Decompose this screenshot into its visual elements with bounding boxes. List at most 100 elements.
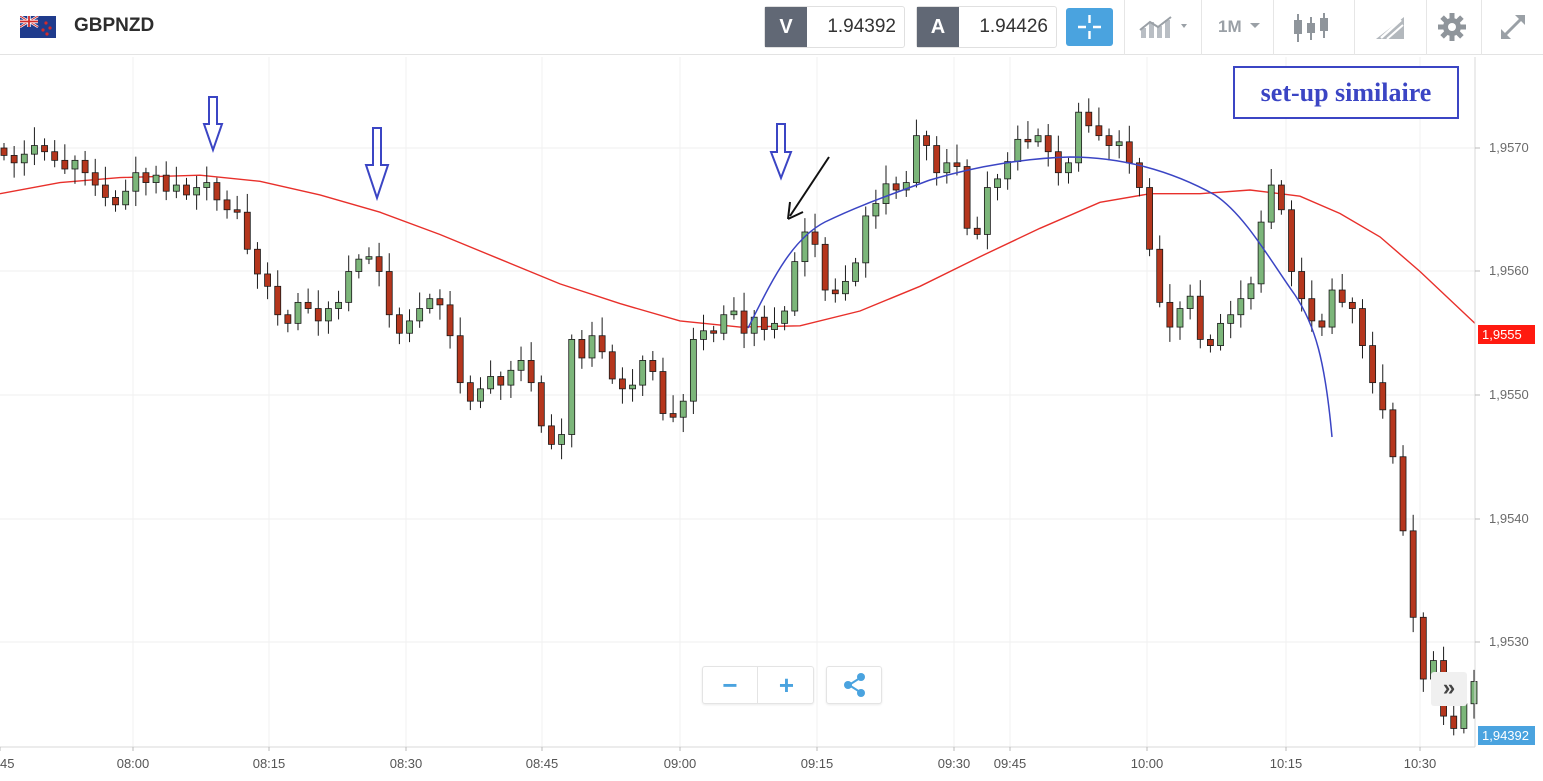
- candle: [1369, 331, 1377, 394]
- candle: [568, 334, 576, 448]
- share-button[interactable]: [826, 666, 882, 704]
- scroll-to-latest-button[interactable]: »: [1431, 672, 1467, 706]
- x-axis-tick-label: 09:45: [994, 756, 1027, 771]
- candle: [71, 155, 79, 184]
- zoom-controls: − +: [702, 666, 814, 704]
- candle: [558, 418, 565, 460]
- bid-letter: V: [765, 7, 807, 47]
- candle: [1217, 313, 1224, 351]
- candle: [710, 325, 718, 343]
- candle: [365, 247, 373, 265]
- pointer-arrow-icon: [787, 156, 830, 220]
- ask-letter: A: [917, 7, 959, 47]
- candle: [122, 179, 130, 210]
- candle: [953, 144, 961, 176]
- candle: [1288, 200, 1295, 287]
- candle: [963, 159, 971, 236]
- candle: [892, 176, 900, 199]
- candle: [801, 218, 809, 277]
- fullscreen-button[interactable]: [1481, 0, 1543, 55]
- candle: [1308, 280, 1316, 332]
- x-axis-tick-label: 09:30: [938, 756, 971, 771]
- candle: [1470, 669, 1478, 719]
- down-arrow-icon: [364, 127, 390, 202]
- candle: [345, 255, 353, 312]
- candle: [31, 127, 38, 166]
- price-chart[interactable]: 1,9570 1,9560 1,9550 1,9540 1,9530 45 08:00 08:…: [0, 55, 1543, 781]
- candle: [223, 190, 231, 219]
- symbol-title: GBPNZD: [74, 15, 155, 36]
- candle: [669, 395, 677, 423]
- candle: [1267, 168, 1275, 230]
- candle: [588, 321, 596, 367]
- ask-value: 1.94426: [979, 16, 1048, 37]
- down-arrow-icon: [769, 123, 793, 181]
- chart-type-icon: [1139, 16, 1187, 38]
- candle: [243, 193, 251, 255]
- candle: [416, 292, 424, 328]
- share-icon: [844, 673, 865, 697]
- zoom-in-button[interactable]: +: [778, 670, 795, 700]
- candle: [994, 173, 1001, 201]
- expand-icon: [1501, 15, 1525, 39]
- x-axis-tick-label: 10:30: [1404, 756, 1437, 771]
- candle: [811, 213, 819, 258]
- x-axis-tick-label: 08:45: [526, 756, 559, 771]
- candle: [314, 290, 322, 336]
- candle: [1399, 445, 1407, 536]
- candle: [294, 292, 302, 331]
- chart-type-button[interactable]: [1124, 0, 1201, 55]
- candle: [91, 158, 99, 196]
- chevron-down-icon: [1250, 23, 1260, 28]
- candle: [1298, 257, 1306, 312]
- candle: [436, 289, 444, 320]
- gear-icon: [1438, 13, 1466, 41]
- candle: [700, 314, 707, 351]
- chart-axes: 1,9570 1,9560 1,9550 1,9540 1,9530 45 08:00 08:…: [0, 57, 1529, 771]
- candle: [274, 270, 282, 326]
- timeframe-selector[interactable]: 1M: [1201, 0, 1273, 55]
- chart-toolbar: GBPNZD V 1.94392 A 1.94426 1M: [0, 0, 1543, 55]
- candle: [1247, 276, 1255, 310]
- bid-quote[interactable]: V 1.94392: [764, 6, 905, 48]
- current-price-tag: 1,94392: [1478, 726, 1535, 745]
- candle: [1186, 284, 1194, 320]
- candle: [760, 305, 768, 341]
- candle: [172, 166, 180, 199]
- candle: [689, 327, 697, 415]
- candle: [213, 177, 221, 211]
- candle: [862, 206, 870, 278]
- candle: [487, 360, 495, 394]
- candle: [1257, 210, 1265, 293]
- zoom-out-button[interactable]: −: [703, 667, 758, 703]
- candle: [1085, 98, 1093, 133]
- candle: [771, 307, 778, 339]
- candle: [1054, 135, 1062, 186]
- settings-button[interactable]: [1426, 0, 1481, 55]
- candlestick-button[interactable]: [1273, 0, 1354, 55]
- crosshair-button[interactable]: [1066, 8, 1113, 46]
- candle: [1044, 124, 1052, 167]
- candle: [1136, 157, 1143, 197]
- drawing-tools-button[interactable]: [1354, 0, 1426, 55]
- candle: [831, 278, 839, 303]
- candle: [882, 165, 890, 215]
- candle: [1277, 180, 1285, 215]
- candle: [1004, 152, 1012, 190]
- candle: [132, 156, 140, 207]
- candle: [81, 150, 89, 186]
- candle: [517, 346, 525, 382]
- candle: [395, 307, 403, 345]
- candle: [1196, 280, 1204, 349]
- candle: [608, 344, 616, 384]
- candle: [304, 288, 312, 314]
- down-arrow-icon: [202, 96, 224, 154]
- candle: [730, 297, 738, 320]
- x-axis-tick-label: 08:15: [253, 756, 286, 771]
- candle: [152, 165, 160, 194]
- candlestick-series: [0, 98, 1478, 736]
- candle: [598, 317, 606, 359]
- ask-quote[interactable]: A 1.94426: [916, 6, 1057, 48]
- candle: [142, 167, 150, 196]
- candle: [51, 140, 59, 168]
